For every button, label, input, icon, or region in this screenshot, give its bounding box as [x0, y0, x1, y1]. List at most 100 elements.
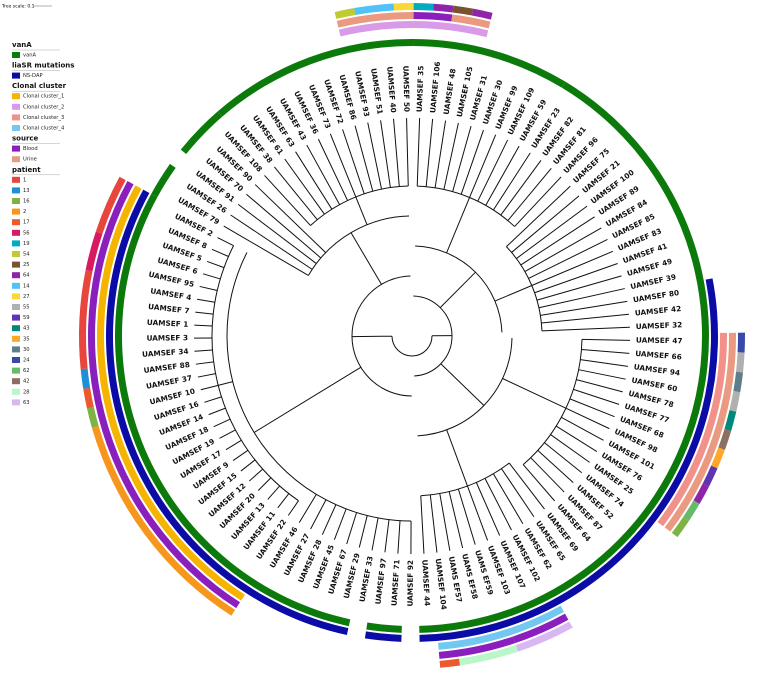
tree-branch: [511, 195, 580, 253]
tree-branch: [218, 381, 233, 386]
tree-branch: [295, 151, 333, 210]
tree-branch: [195, 311, 214, 315]
tree-branch: [194, 324, 213, 327]
legend-title: vanA: [12, 41, 32, 49]
annotation-ring: [80, 368, 91, 389]
tree-branch: [406, 118, 409, 187]
tree-branch: [576, 379, 623, 393]
tree-branch: [477, 139, 509, 202]
tree-branch: [217, 237, 234, 247]
annotation-ring: [729, 391, 741, 412]
tree-branch: [541, 313, 629, 324]
legend-label: Clonal cluster_2: [23, 104, 64, 110]
tree-branch: [277, 493, 290, 509]
legend-label: 19: [23, 241, 30, 247]
legend-swatch: [12, 72, 20, 79]
tree-branch: [420, 495, 425, 554]
tree-branch: [202, 273, 221, 280]
tree-branch: [439, 271, 476, 308]
tree-branch: [440, 363, 485, 406]
annotation-ring: [515, 621, 573, 652]
tree-branch: [371, 517, 379, 551]
leaf-label: UAMSEF 104: [434, 558, 449, 610]
tree-branch: [273, 166, 318, 220]
tree-branch: [565, 407, 610, 430]
annotation-ring: [85, 231, 103, 272]
legend-label: Clonal cluster_4: [23, 126, 65, 132]
annotation-ring: [683, 500, 700, 521]
legend-title: source: [12, 135, 39, 143]
tree-branch: [397, 520, 401, 554]
annotation-ring: [657, 332, 727, 527]
tree-branch: [555, 425, 598, 452]
leaf-label: UAMSEF 71: [389, 559, 401, 606]
annotation-ring: [458, 645, 519, 666]
tree-branch: [578, 369, 626, 380]
tree-branch: [416, 118, 421, 187]
leaf-label: UAMSEF 32: [636, 320, 683, 331]
tree-branch: [425, 118, 434, 187]
tree-branch: [306, 144, 341, 205]
tree-branch: [298, 494, 317, 523]
legend-label: 59: [23, 315, 30, 321]
tree-branch: [195, 361, 214, 365]
legend-swatch: [12, 261, 20, 268]
leaf-label: UAMSEF 34: [142, 347, 189, 359]
tree-branch: [333, 508, 347, 540]
annotation-ring: [151, 163, 176, 198]
annotation-ring: [106, 189, 349, 635]
tree-branch: [219, 429, 236, 439]
tree-branch: [230, 214, 313, 270]
tree-branch: [550, 434, 590, 463]
tree-branch: [232, 449, 249, 462]
leaf-label: UAMSEF 48: [442, 68, 458, 115]
annotation-ring: [671, 516, 689, 538]
tree-branch: [350, 232, 382, 285]
legend-label: 14: [23, 283, 30, 289]
annotation-ring: [693, 483, 710, 504]
tree-branch: [310, 499, 327, 530]
tree-branch: [446, 197, 471, 254]
tree-branch: [208, 407, 226, 416]
tree-branch: [237, 203, 317, 264]
legend-label: 54: [23, 252, 30, 258]
tree-branch: [391, 335, 433, 357]
legend-label: Blood: [23, 146, 38, 152]
legend-title: Clonal cluster: [12, 82, 67, 90]
tree-branch: [536, 275, 622, 301]
leaf-label: UAMSEF 94: [633, 362, 680, 377]
legend-label: 62: [23, 368, 30, 374]
tree-branch: [501, 468, 535, 518]
leaf-label: UAMSEF 97: [373, 558, 388, 605]
legend-label: 24: [23, 358, 30, 364]
leaf-label: UAMSEF 47: [636, 335, 683, 345]
tree-branch: [580, 359, 628, 367]
legend-swatch: [12, 145, 20, 152]
legend-label: 63: [23, 400, 30, 406]
legend-label: Clonal cluster_1: [23, 94, 64, 100]
leaf-label: UAMS EF57: [447, 556, 464, 603]
tree-branch: [534, 263, 618, 294]
leaf-label: UAMSEF 3: [147, 333, 189, 342]
legend-label: vanA: [23, 53, 37, 59]
legend-swatch: [12, 314, 20, 321]
tree-branch: [254, 184, 327, 254]
tree-branch: [457, 488, 476, 545]
annotation-ring: [413, 3, 434, 11]
tree-branch: [502, 378, 567, 409]
tree-branch: [321, 504, 337, 535]
tree-branch: [358, 515, 368, 548]
legend-label: 27: [23, 294, 30, 300]
tree-branch: [329, 133, 357, 198]
legend-swatch: [12, 93, 20, 100]
tree-branch: [225, 439, 242, 451]
legend-swatch: [12, 388, 20, 395]
tree-branch: [524, 227, 602, 272]
tree-branch: [194, 349, 213, 352]
legend-swatch: [12, 187, 20, 194]
legend-swatch: [12, 272, 20, 279]
leaf-label: UAMSEF 40: [385, 66, 398, 113]
tree-branch: [531, 250, 614, 286]
annotation-ring: [724, 410, 737, 431]
legend-label: 55: [23, 305, 30, 311]
